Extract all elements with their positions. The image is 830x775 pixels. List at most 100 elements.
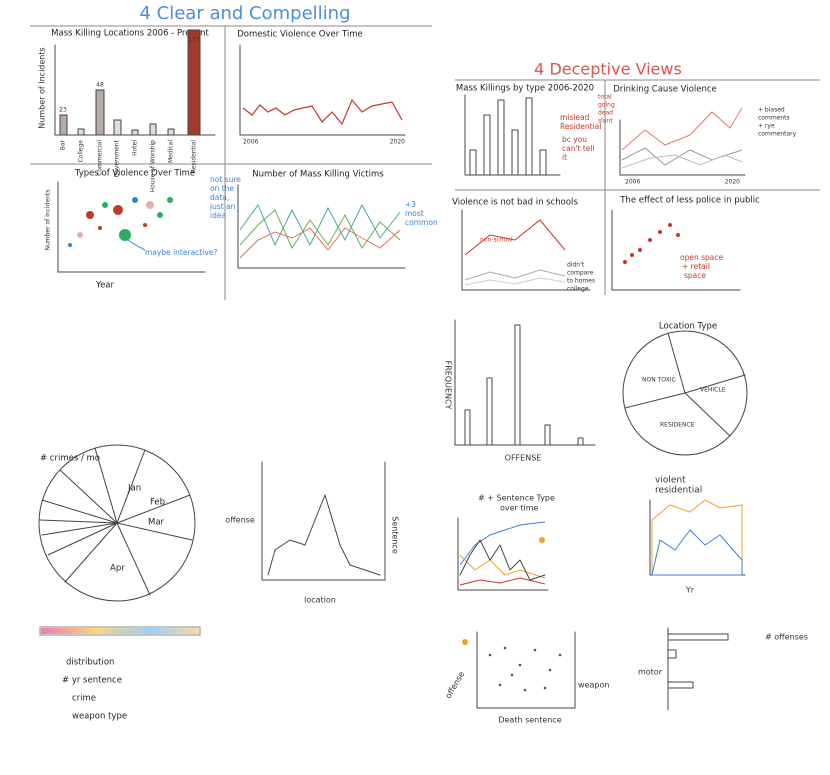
star <box>462 639 468 645</box>
category-label: Bar <box>60 139 67 150</box>
note: bc you <box>562 135 587 144</box>
series-line <box>239 203 401 247</box>
points <box>488 646 562 692</box>
axes <box>57 181 206 273</box>
panel-title: Types of Violence Over Time <box>74 169 195 179</box>
axis-label: motor <box>638 668 663 677</box>
bubble <box>98 226 102 230</box>
axis-label: OFFENSE <box>505 454 542 463</box>
series-line <box>464 269 566 281</box>
bubble <box>68 243 72 247</box>
axis-label: Yr <box>685 586 695 595</box>
note: going <box>598 102 615 109</box>
point <box>648 238 652 242</box>
axes <box>619 119 746 176</box>
color-bar-fill <box>41 628 199 634</box>
series-line <box>459 521 546 566</box>
chart-title: Location Type <box>659 322 717 332</box>
list-item: weapon type <box>72 712 127 722</box>
panel-title: The effect of less police in public <box>619 196 760 206</box>
axis-label: 2006 <box>625 179 640 186</box>
axes <box>239 44 406 136</box>
bubbles <box>68 197 173 247</box>
area <box>651 499 743 576</box>
note: can't tell <box>562 144 595 153</box>
note: slant <box>598 118 613 125</box>
chart-title: over time <box>500 504 539 513</box>
panel-title: Number of Mass Killing Victims <box>252 170 384 180</box>
category-labels: Bar College Commercial Government Hotel … <box>60 139 198 192</box>
axes <box>454 319 596 446</box>
panel-title: Violence is not bad in schools <box>452 198 578 208</box>
axes <box>476 631 576 709</box>
star <box>539 537 545 543</box>
point <box>488 653 492 657</box>
axes <box>237 184 406 269</box>
category-label: Residential <box>191 140 198 173</box>
panel-title: Drinking Cause Violence <box>613 85 717 95</box>
bubble <box>143 223 147 227</box>
note: commentary <box>758 131 797 138</box>
bar <box>167 128 175 136</box>
category-label: College <box>78 140 85 163</box>
note: + retail <box>682 262 710 271</box>
chart-title: # + Sentence Type <box>478 494 555 503</box>
point <box>533 648 537 652</box>
bubble <box>132 197 138 203</box>
note: maybe interactive? <box>145 248 217 257</box>
point <box>510 673 514 677</box>
point <box>638 248 642 252</box>
panel-title: Domestic Violence Over Time <box>237 30 362 40</box>
series-line <box>267 494 381 576</box>
label: # offenses <box>765 633 808 642</box>
list-item: distribution <box>66 658 114 668</box>
bar <box>539 149 547 176</box>
bar <box>525 97 533 176</box>
point <box>518 663 522 667</box>
axes <box>611 209 741 291</box>
point <box>630 253 634 257</box>
point <box>676 233 680 237</box>
bar <box>514 324 521 446</box>
bar <box>149 123 157 136</box>
series-line <box>621 154 743 169</box>
axes <box>457 517 549 591</box>
arrow <box>127 239 146 251</box>
note: open space <box>680 253 723 262</box>
point <box>558 653 562 657</box>
axis-label: 2006 <box>243 139 258 146</box>
pie-dividers <box>624 332 746 437</box>
point <box>548 668 552 672</box>
point <box>503 646 507 650</box>
note: mislead <box>560 113 590 122</box>
pie <box>38 444 196 602</box>
series-line <box>459 554 546 579</box>
note: didn't <box>567 262 585 269</box>
category-label: Government <box>114 139 121 177</box>
bars <box>469 97 547 176</box>
bar <box>483 114 491 176</box>
axis-label: offense <box>444 670 467 700</box>
bar <box>667 633 729 641</box>
series-line <box>239 209 401 250</box>
slice-label: Jan <box>127 484 141 494</box>
note: comments <box>758 115 790 122</box>
series-line <box>621 147 743 166</box>
axis-label: 2020 <box>390 139 405 146</box>
note: on the <box>210 184 234 193</box>
point <box>523 688 527 692</box>
bubble <box>157 212 163 218</box>
axis-label: Death sentence <box>498 716 561 725</box>
axis-label: 2020 <box>725 179 740 186</box>
point <box>498 683 502 687</box>
points <box>623 223 680 264</box>
bubble <box>113 205 123 215</box>
legend-label: violent <box>655 476 686 486</box>
slice-label: NON TOXIC <box>642 377 676 384</box>
bubble <box>167 197 173 203</box>
series-line <box>464 219 566 256</box>
axis-label: location <box>304 596 336 605</box>
panel-title: Mass Killing Locations 2006 - Present <box>51 29 209 39</box>
axis-label: FREQUENCY <box>444 361 453 410</box>
